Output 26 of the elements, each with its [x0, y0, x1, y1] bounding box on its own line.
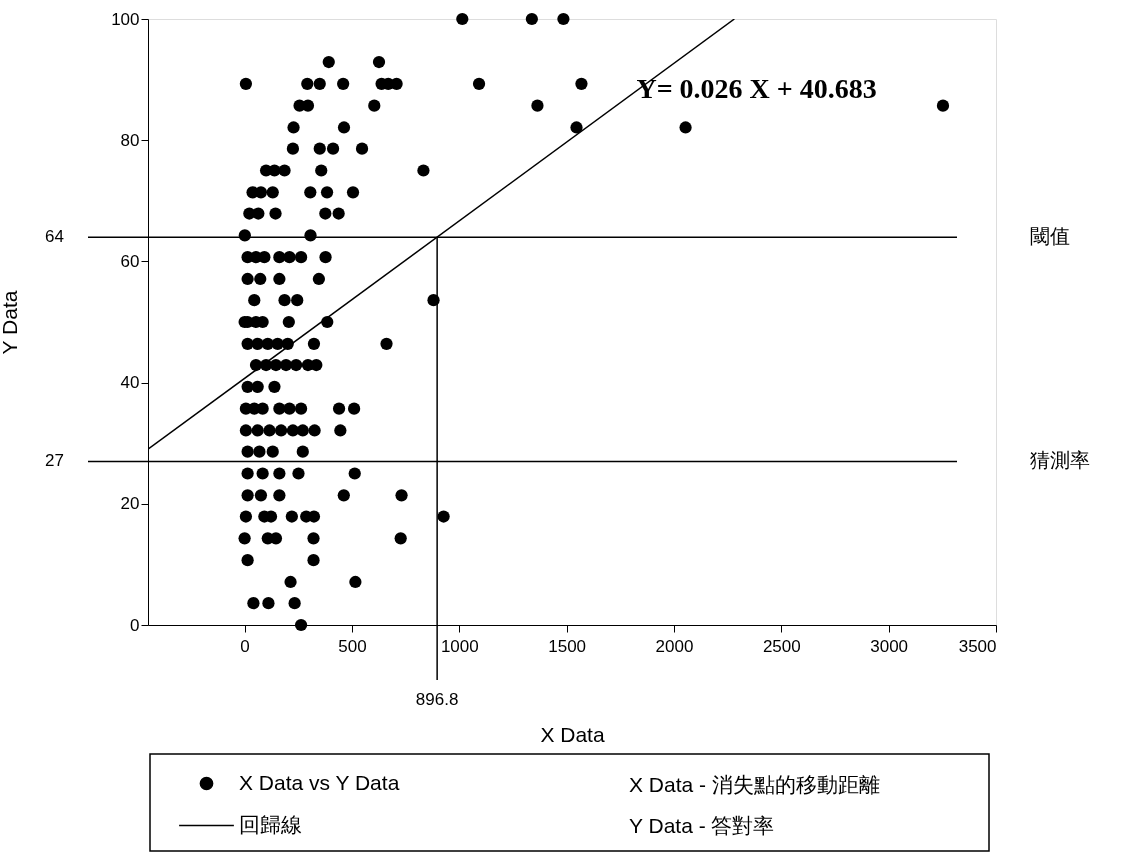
- x-tick-label: 1500: [548, 636, 587, 656]
- x-tick-label: 2500: [762, 636, 801, 656]
- y-tick-label: 100: [111, 9, 140, 29]
- y-tick-label: 40: [120, 373, 140, 393]
- text: 閾值: [1030, 224, 1070, 249]
- y-tick-label: 80: [120, 130, 140, 150]
- x-tick-label: 3500: [958, 636, 997, 656]
- y-tick-label: 0: [130, 615, 140, 635]
- legend-label: X Data vs Y Data: [239, 770, 400, 794]
- x-tick-label: 500: [338, 636, 367, 656]
- x-tick-label: 3000: [870, 636, 909, 656]
- text: Y Data - 答對率: [629, 814, 775, 837]
- annotation: Y= 0.026 X + 40.683: [636, 72, 877, 104]
- ref-line-label: 27: [45, 451, 64, 471]
- x-tick-label: 1000: [440, 636, 479, 656]
- y-tick-label: 60: [120, 251, 140, 271]
- ref-line-label: 64: [45, 227, 64, 247]
- legend-label: 回歸線: [239, 812, 302, 836]
- ref-line-label: 896.8: [415, 690, 459, 709]
- y-axis-title: Y Data: [0, 290, 22, 355]
- x-axis-title: X Data: [540, 722, 605, 746]
- text: X Data - 消失點的移動距離: [629, 773, 880, 796]
- x-tick-label: 2000: [655, 636, 694, 656]
- x-tick-label: 0: [240, 636, 250, 656]
- y-tick-label: 20: [120, 494, 140, 514]
- text: 猜測率: [1030, 448, 1090, 473]
